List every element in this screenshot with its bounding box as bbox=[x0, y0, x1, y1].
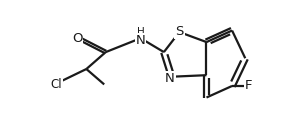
Text: N: N bbox=[136, 34, 145, 47]
Text: N: N bbox=[165, 72, 175, 85]
Text: Cl: Cl bbox=[50, 78, 62, 91]
Text: O: O bbox=[72, 32, 82, 45]
Text: F: F bbox=[245, 80, 252, 92]
Text: S: S bbox=[175, 25, 183, 38]
Text: H: H bbox=[137, 27, 145, 37]
